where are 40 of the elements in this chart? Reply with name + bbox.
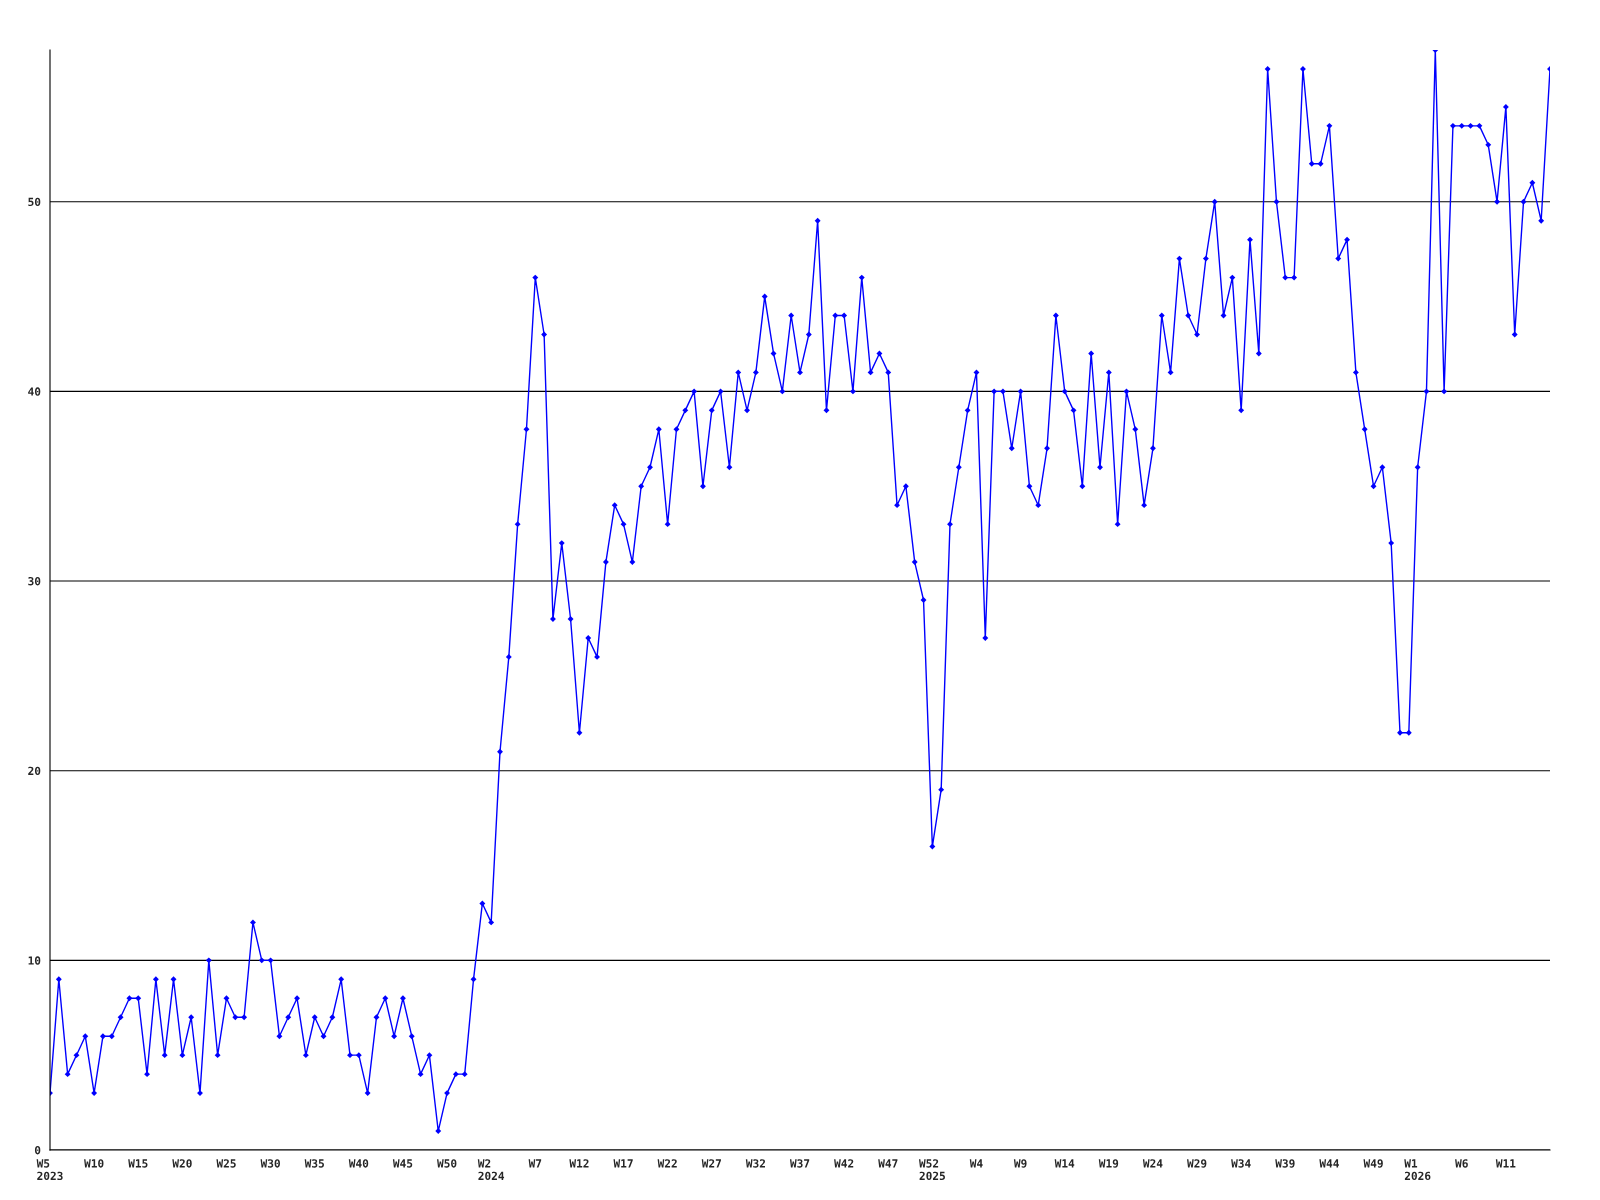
x-tick-label: W9 (1013, 1159, 1027, 1168)
x-tick-label: W24 (1142, 1159, 1163, 1168)
x-tick-label: W22 (657, 1159, 677, 1168)
x-tick-label: W32 (745, 1159, 765, 1168)
x-tick-label: W30 (260, 1159, 280, 1168)
x-tick-label: W2 2024 (477, 1159, 505, 1181)
y-tick-label: 40 (28, 387, 41, 396)
x-tick-label: W6 (1455, 1159, 1468, 1168)
x-tick-label: W29 (1187, 1159, 1207, 1168)
x-tick-label: W52 2025 (918, 1159, 945, 1181)
x-tick-label: W15 (128, 1159, 148, 1168)
x-tick-label: W19 (1098, 1159, 1119, 1168)
x-tick-label: W45 (392, 1159, 413, 1168)
y-tick-label: 30 (28, 577, 41, 586)
x-tick-label: W40 (348, 1159, 369, 1168)
x-tick-label: W50 (437, 1159, 457, 1168)
x-tick-label: W49 (1363, 1159, 1383, 1168)
x-tick-label: W5 2023 (36, 1159, 63, 1181)
y-tick-label: 0 (34, 1145, 41, 1155)
y-tick-label: 20 (28, 766, 41, 776)
x-tick-label: W27 (701, 1159, 721, 1168)
x-tick-label: W34 (1231, 1159, 1251, 1168)
x-tick-label: W1 2026 (1404, 1159, 1431, 1181)
y-tick-label: 50 (28, 197, 41, 207)
x-tick-label: W25 (216, 1159, 236, 1168)
x-tick-label: W12 (569, 1159, 589, 1168)
x-tick-label: W14 (1054, 1159, 1075, 1168)
x-tick-label: W44 (1319, 1159, 1339, 1168)
x-tick-label: W37 (789, 1159, 810, 1168)
x-tick-label: W39 (1275, 1159, 1295, 1168)
x-tick-label: W11 (1495, 1159, 1516, 1168)
x-tick-label: W47 (878, 1159, 898, 1168)
x-tick-label: W10 (84, 1159, 104, 1168)
x-tick-label: W42 (834, 1159, 854, 1168)
x-tick-label: W35 (304, 1159, 324, 1168)
x-tick-label: W20 (172, 1159, 192, 1168)
y-tick-label: 10 (28, 956, 41, 965)
x-tick-label: W4 (969, 1159, 983, 1168)
x-tick-label: W7 (528, 1159, 542, 1168)
x-tick-label: W17 (613, 1159, 633, 1168)
